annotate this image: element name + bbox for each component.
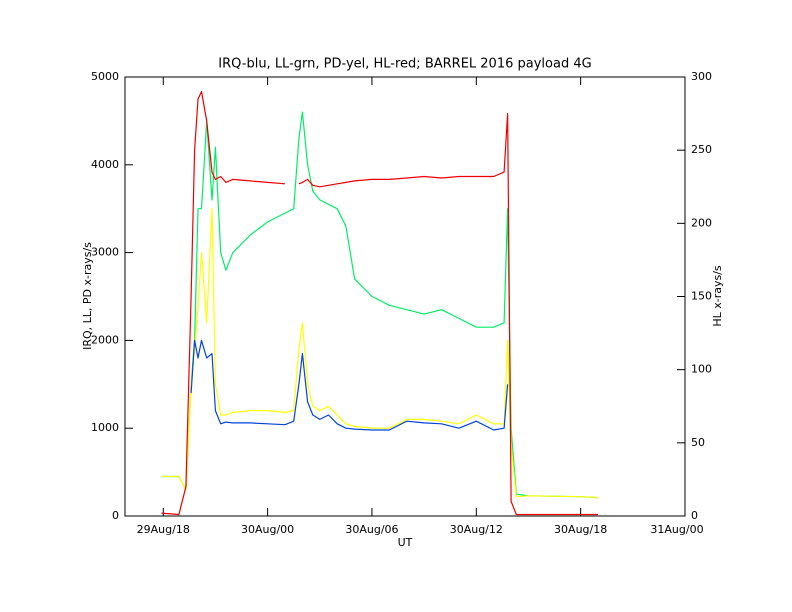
y2-tick-label: 0 [691, 509, 698, 522]
y2-tick-label: 100 [691, 363, 712, 376]
series-line [190, 339, 509, 431]
y-tick-label: 1000 [91, 421, 119, 434]
y2-tick-label: 300 [691, 70, 712, 83]
x-tick-label: 30Aug/12 [450, 523, 503, 536]
y-tick-label: 3000 [91, 246, 119, 259]
x-tick-label: 30Aug/00 [241, 523, 294, 536]
x-tick-label: 31Aug/00 [650, 523, 703, 536]
x-axis-label: UT [398, 536, 413, 549]
chart-title: IRQ-blu, LL-grn, PD-yel, HL-red; BARREL … [218, 57, 591, 72]
y2-tick-label: 200 [691, 216, 712, 229]
y-axis-label: IRQ, LL, PD x-rays/s [81, 242, 94, 350]
x-tick-label: 29Aug/18 [137, 523, 190, 536]
series-line [161, 208, 599, 499]
y-tick-label: 0 [112, 509, 119, 522]
series-line [161, 91, 598, 516]
y-tick-label: 4000 [91, 158, 119, 171]
x-tick-label: 30Aug/18 [554, 523, 607, 536]
y2-axis-label: HL x-rays/s [711, 265, 724, 327]
y2-tick-label: 250 [691, 143, 712, 156]
series-line [161, 111, 599, 499]
y2-tick-label: 150 [691, 290, 712, 303]
y-tick-label: 2000 [91, 333, 119, 346]
y2-tick-label: 50 [691, 436, 705, 449]
y-tick-label: 5000 [91, 70, 119, 83]
x-tick-label: 30Aug/06 [345, 523, 398, 536]
